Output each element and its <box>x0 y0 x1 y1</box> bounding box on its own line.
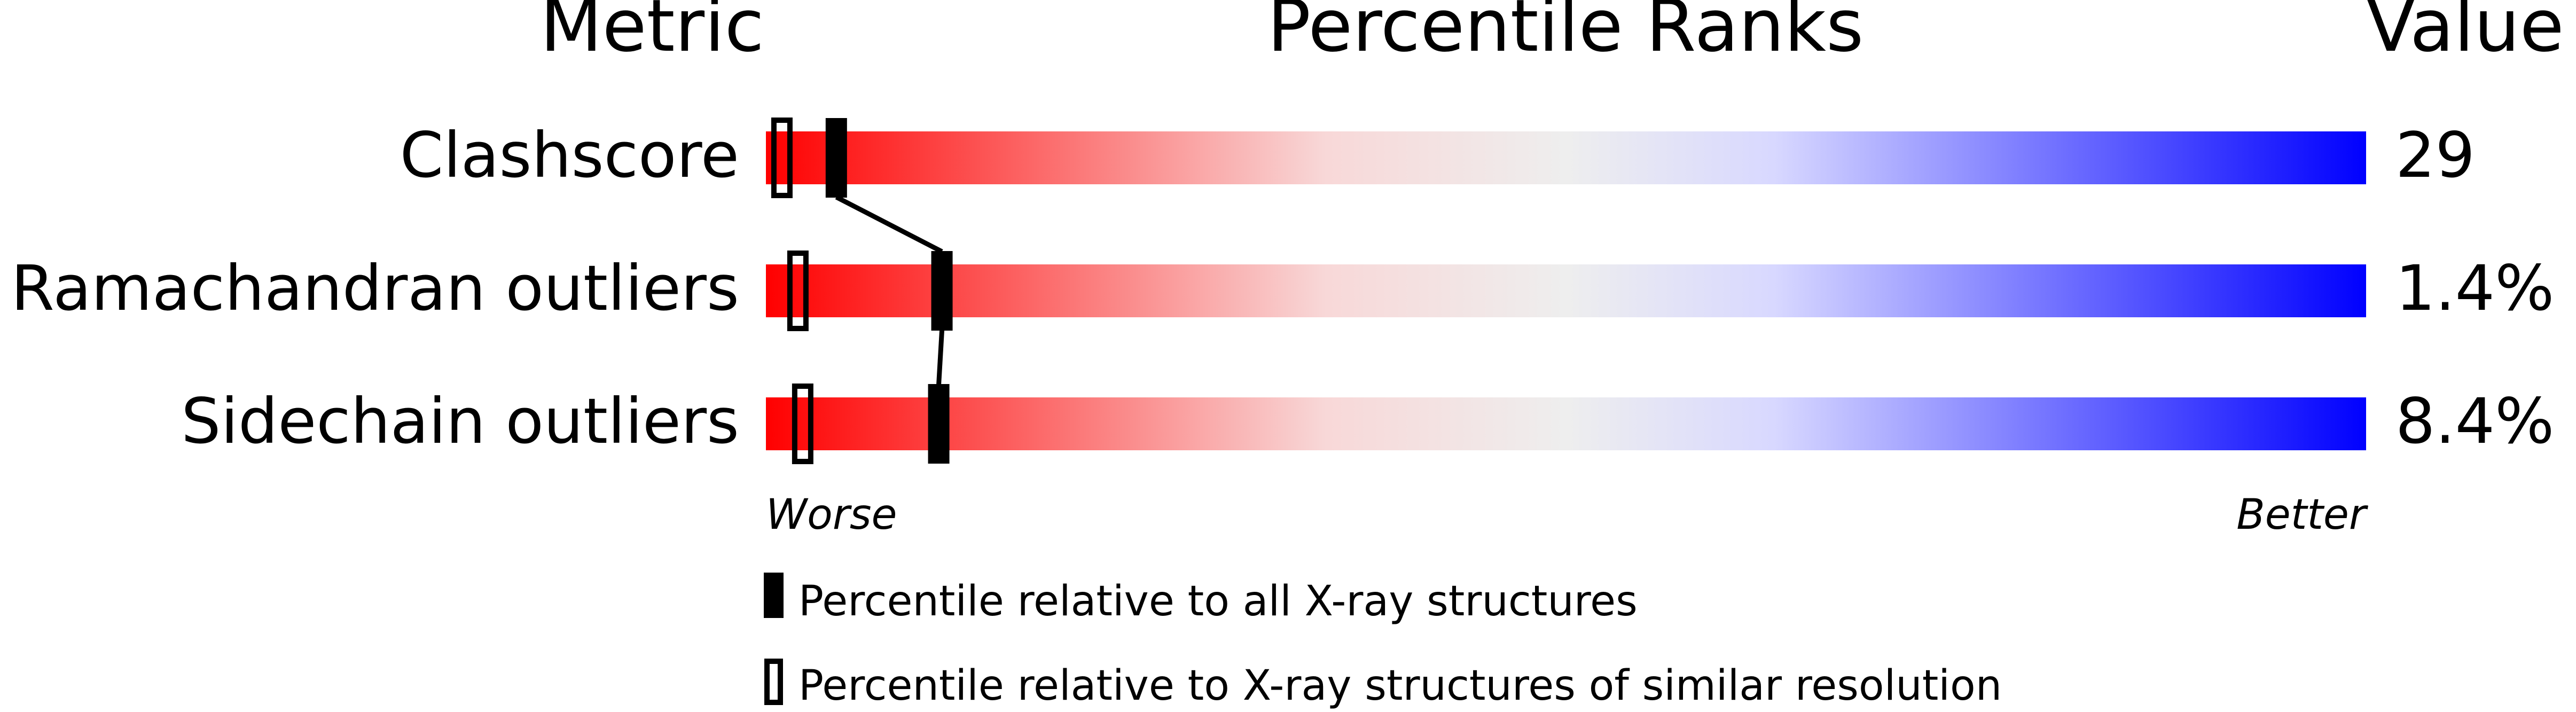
marker-similar-resolution <box>787 251 809 331</box>
marker-similar-resolution <box>792 384 813 464</box>
legend-open-marker <box>764 659 783 705</box>
metric-value: 29 <box>2395 119 2475 192</box>
percentile-bar <box>766 264 2366 317</box>
legend-label-similar: Percentile relative to X-ray structures … <box>798 662 2002 710</box>
marker-all-structures <box>825 118 847 198</box>
metric-label: Sidechain outliers <box>181 385 739 458</box>
header-percentile-ranks: Percentile Ranks <box>1267 0 1864 68</box>
percentile-bar <box>766 131 2366 184</box>
marker-all-structures <box>928 384 950 464</box>
legend-label-all: Percentile relative to all X-ray structu… <box>798 577 1638 625</box>
metric-label: Clashscore <box>400 119 739 192</box>
better-label: Better <box>2236 491 2369 539</box>
legend-filled-marker <box>764 573 784 618</box>
header-metric: Metric <box>540 0 764 68</box>
metric-label: Ramachandran outliers <box>11 252 740 325</box>
metric-value: 1.4% <box>2395 252 2554 325</box>
percentile-bar <box>766 397 2366 450</box>
connector-line <box>835 195 943 254</box>
metric-value: 8.4% <box>2395 385 2554 458</box>
connector-line <box>936 330 945 385</box>
header-value: Value <box>2366 0 2564 68</box>
worse-label: Worse <box>766 491 897 539</box>
marker-similar-resolution <box>771 118 793 198</box>
marker-all-structures <box>931 251 953 331</box>
